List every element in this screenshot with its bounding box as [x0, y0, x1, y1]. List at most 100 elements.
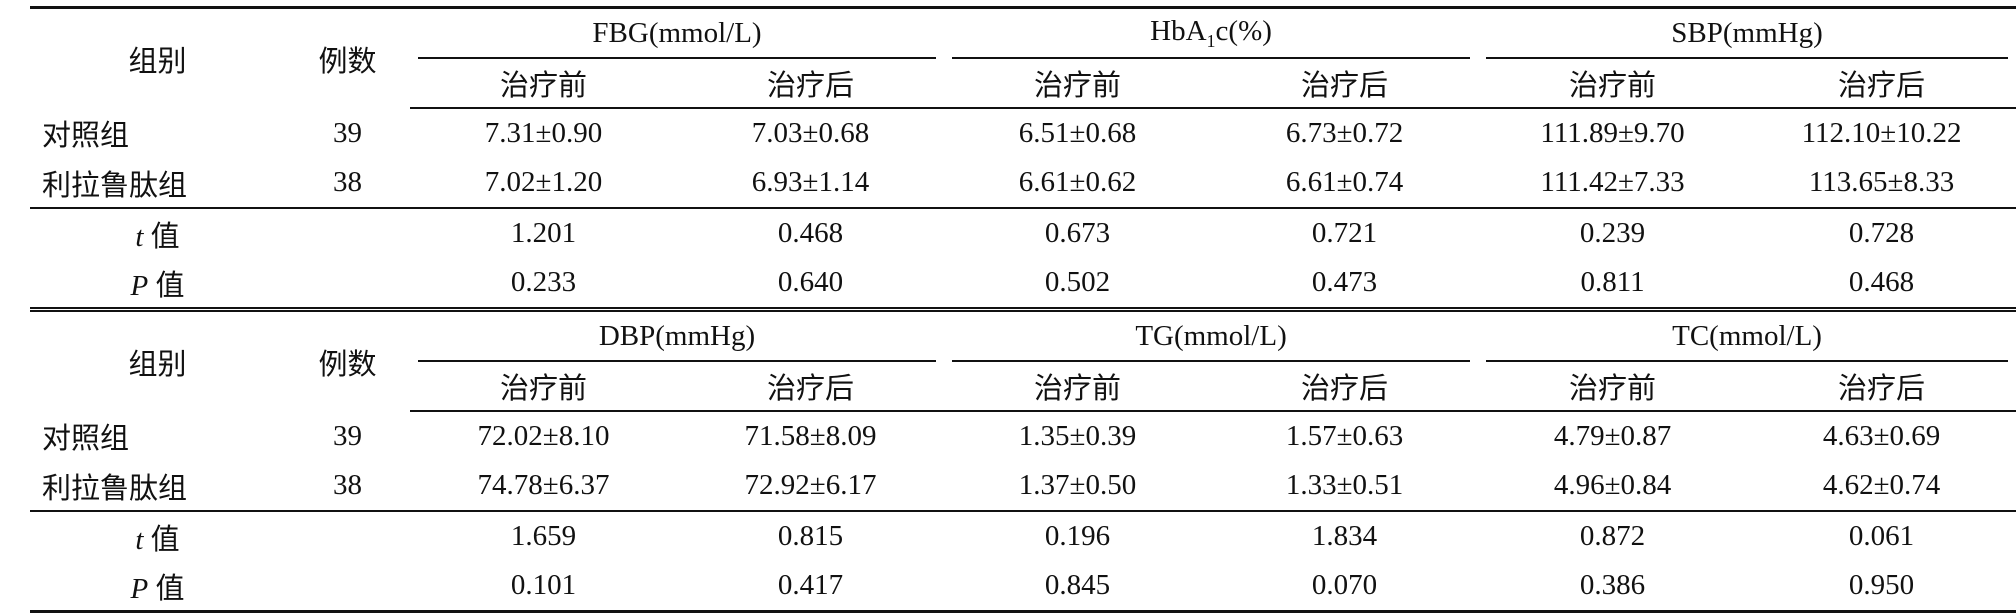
table-cell: 0.673: [1044, 217, 1111, 249]
table-row: 对照组 39 7.31±0.90 7.03±0.68 6.51±0.68 6.7…: [30, 108, 2016, 158]
stat-label: t 值: [135, 220, 180, 253]
table-cell: 113.65±8.33: [1747, 158, 2016, 209]
dbp-group-header: DBP(mmHg): [410, 307, 945, 362]
stat-row-p: P 值 0.101 0.417 0.845 0.070 0.386 0.950: [30, 561, 2016, 613]
before-header: 治疗前: [410, 361, 677, 412]
table-cell: 112.10±10.22: [1801, 117, 1962, 149]
table-cell: 7.31±0.90: [484, 117, 603, 149]
table-cell: 111.42±7.33: [1478, 158, 1748, 209]
count-label-header: 例数: [285, 6, 410, 108]
group-label-header: 组别: [30, 307, 285, 411]
table-cell: 0.468: [777, 217, 844, 249]
after-header: 治疗后: [1747, 58, 2016, 109]
row-count: 39: [333, 419, 362, 452]
stat-label: P 值: [30, 561, 285, 613]
table-cell: 0.386: [1478, 561, 1748, 613]
comparison-table: 组别 例数 FBG(mmol/L) HbA1c(%) SBP(mmHg) 治疗前…: [30, 6, 2016, 613]
table-cell: 111.89±9.70: [1540, 117, 1685, 149]
table-cell: 1.57±0.63: [1285, 420, 1404, 452]
table-cell: 0.070: [1211, 561, 1479, 613]
comparison-table-wrapper: 组别 例数 FBG(mmol/L) HbA1c(%) SBP(mmHg) 治疗前…: [30, 6, 2016, 613]
table-cell: 4.79±0.87: [1553, 420, 1672, 452]
block2-header-row1: 组别 例数 DBP(mmHg) TG(mmol/L) TC(mmol/L): [30, 307, 2016, 411]
count-label-header: 例数: [285, 307, 410, 411]
tc-group-header: TC(mmol/L): [1478, 307, 2016, 362]
table-row: 利拉鲁肽组 38 74.78±6.37 72.92±6.17 1.37±0.50…: [30, 461, 2016, 512]
table-cell: 72.02±8.10: [477, 420, 610, 452]
table-cell: 4.62±0.74: [1747, 461, 2016, 512]
fbg-group-label: FBG(mmol/L): [592, 17, 762, 49]
row-label: 利拉鲁肽组: [30, 461, 285, 512]
before-header: 治疗前: [1478, 361, 1748, 412]
table-cell: 0.815: [777, 520, 844, 552]
table-row: 对照组 39 72.02±8.10 71.58±8.09 1.35±0.39 1…: [30, 411, 2016, 461]
table-cell: 7.02±1.20: [410, 158, 677, 209]
stat-label: t 值: [135, 523, 180, 556]
before-header: 治疗前: [944, 361, 1212, 412]
before-header: 治疗前: [944, 58, 1212, 109]
table-cell: 6.61±0.74: [1211, 158, 1479, 209]
group-label-header: 组别: [30, 6, 285, 108]
table-cell: 74.78±6.37: [410, 461, 677, 512]
table-cell: 6.51±0.68: [1018, 117, 1137, 149]
empty-cell: [285, 258, 410, 310]
table-row: 利拉鲁肽组 38 7.02±1.20 6.93±1.14 6.61±0.62 6…: [30, 158, 2016, 209]
tg-group-header: TG(mmol/L): [944, 307, 1479, 362]
tc-group-label: TC(mmol/L): [1672, 320, 1822, 352]
table-cell: 0.502: [1044, 266, 1111, 298]
table-cell: 72.92±6.17: [677, 461, 945, 512]
before-header: 治疗前: [1478, 58, 1748, 109]
after-header: 治疗后: [1211, 361, 1479, 412]
table-cell: 1.834: [1311, 520, 1378, 552]
table-cell: 0.872: [1579, 520, 1646, 552]
table-cell: 6.93±1.14: [677, 158, 945, 209]
table-cell: 0.640: [777, 266, 844, 298]
empty-cell: [285, 511, 410, 561]
stat-row-p: P 值 0.233 0.640 0.502 0.473 0.811 0.468: [30, 258, 2016, 310]
table-cell: 1.33±0.51: [1211, 461, 1479, 512]
table-cell: 0.061: [1848, 520, 1915, 552]
table-cell: 0.950: [1747, 561, 2016, 613]
table-cell: 0.196: [1044, 520, 1111, 552]
fbg-group-header: FBG(mmol/L): [410, 6, 945, 59]
row-count: 38: [285, 461, 410, 512]
table-cell: 0.417: [677, 561, 945, 613]
sbp-group-header: SBP(mmHg): [1478, 6, 2016, 59]
table-cell: 0.233: [510, 266, 577, 298]
table-cell: 6.73±0.72: [1285, 117, 1404, 149]
after-header: 治疗后: [1211, 58, 1479, 109]
table-cell: 6.61±0.62: [944, 158, 1212, 209]
table-cell: 1.201: [510, 217, 577, 249]
after-header: 治疗后: [677, 361, 945, 412]
row-label: 对照组: [42, 423, 130, 455]
table-cell: 0.728: [1848, 217, 1915, 249]
after-header: 治疗后: [677, 58, 945, 109]
table-cell: 0.101: [410, 561, 677, 613]
dbp-group-label: DBP(mmHg): [598, 320, 756, 352]
table-cell: 1.37±0.50: [944, 461, 1212, 512]
hba1c-group-header: HbA1c(%): [944, 6, 1479, 59]
block1-header-row1: 组别 例数 FBG(mmol/L) HbA1c(%) SBP(mmHg): [30, 6, 2016, 108]
empty-cell: [285, 208, 410, 258]
table-cell: 0.239: [1579, 217, 1646, 249]
stat-label: P 值: [130, 269, 185, 302]
block2-header-row2: 治疗前 治疗后 治疗前 治疗后 治疗前 治疗后: [30, 361, 2016, 412]
table-cell: 0.473: [1311, 266, 1378, 298]
tg-group-label: TG(mmol/L): [1135, 320, 1287, 352]
table-cell: 4.96±0.84: [1478, 461, 1748, 512]
hba1c-group-label: HbA1c(%): [1150, 15, 1272, 51]
block1-header-row2: 治疗前 治疗后 治疗前 治疗后 治疗前 治疗后: [30, 58, 2016, 109]
empty-cell: [285, 561, 410, 613]
row-label: 利拉鲁肽组: [30, 158, 285, 209]
before-header: 治疗前: [410, 58, 677, 109]
row-label: 对照组: [42, 120, 130, 152]
table-cell: 0.811: [1580, 266, 1645, 298]
row-count: 38: [285, 158, 410, 209]
table-cell: 0.845: [944, 561, 1212, 613]
sbp-group-label: SBP(mmHg): [1671, 17, 1823, 49]
stat-row-t: t 值 1.659 0.815 0.196 1.834 0.872 0.061: [30, 511, 2016, 561]
table-cell: 0.721: [1311, 217, 1378, 249]
table-cell: 71.58±8.09: [744, 420, 877, 452]
after-header: 治疗后: [1747, 361, 2016, 412]
row-count: 39: [333, 116, 362, 149]
